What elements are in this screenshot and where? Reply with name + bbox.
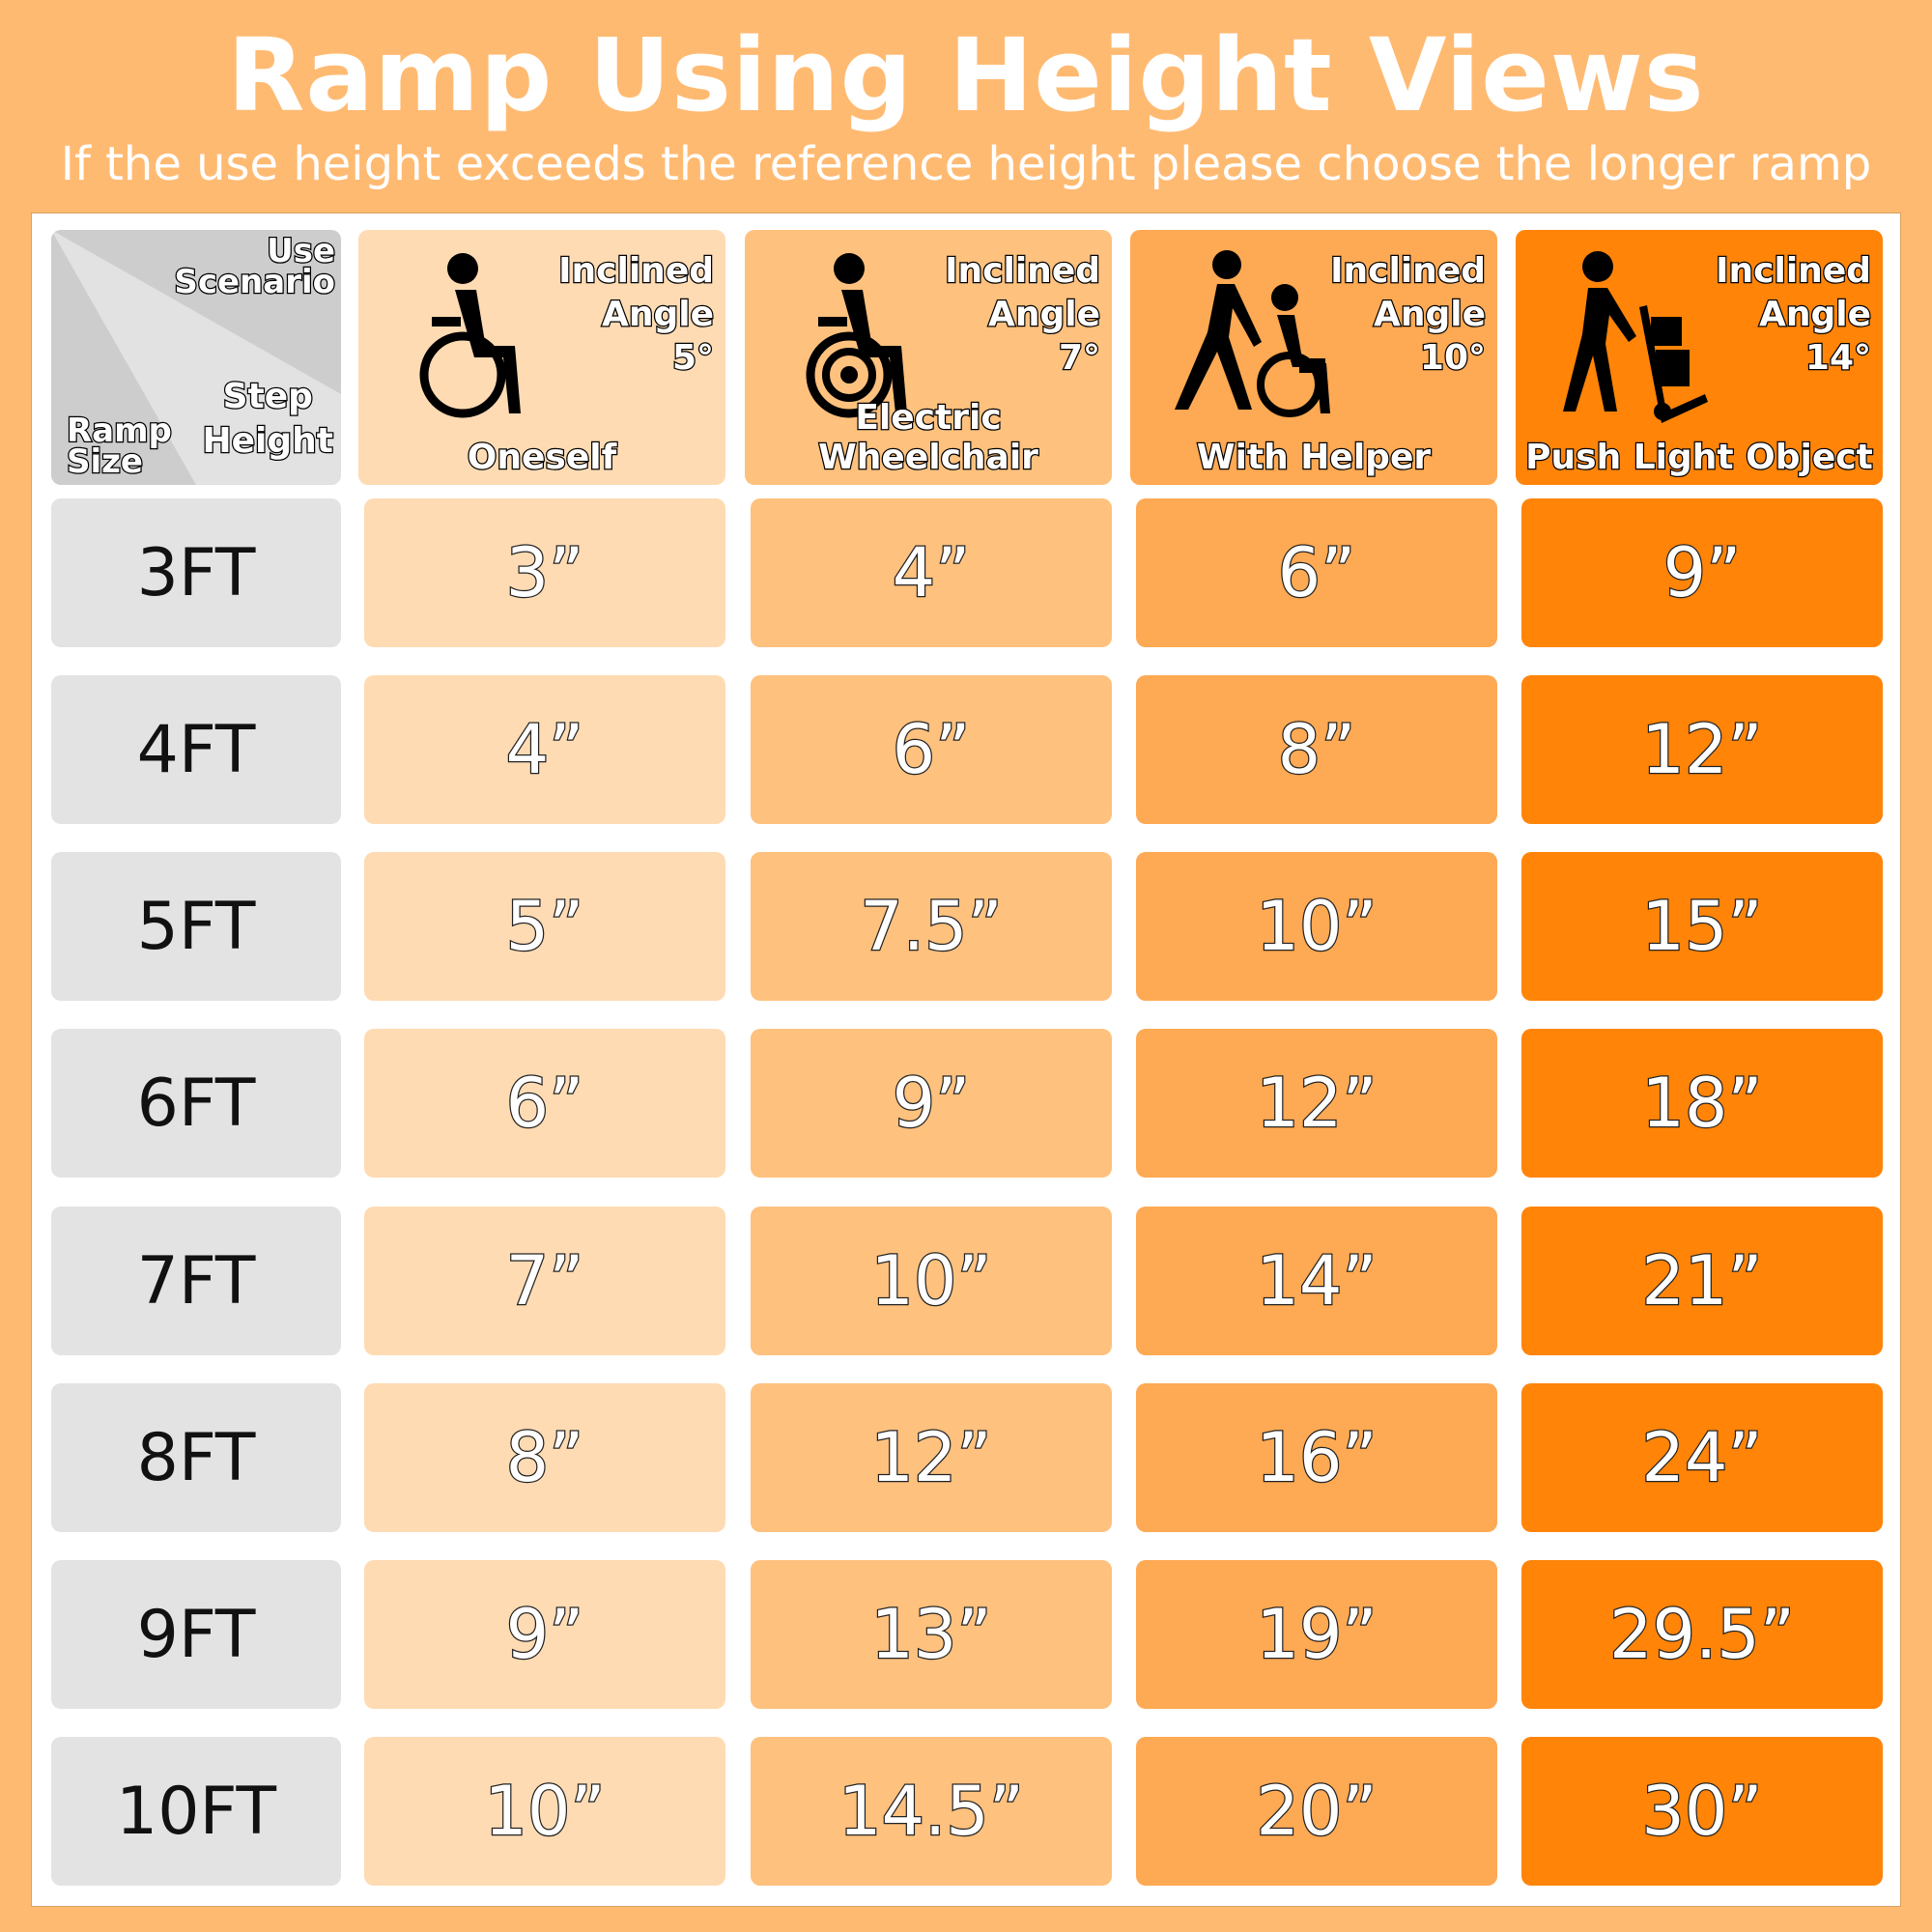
hand-truck-icon	[1563, 251, 1708, 423]
step-height-cell: 24”	[1521, 1383, 1883, 1532]
step-height-cell: 3”	[364, 498, 725, 647]
step-height-cell: 14.5”	[751, 1737, 1112, 1886]
wheelchair-user-icon	[419, 253, 521, 418]
step-height-cell: 6”	[751, 675, 1112, 824]
ramp-size-cell: 7FT	[51, 1207, 341, 1355]
step-height-cell: 14”	[1136, 1207, 1497, 1355]
step-height-cell: 10”	[751, 1207, 1112, 1355]
ramp-height-table: Use Scenario Step Height Ramp Size Inclined…	[31, 213, 1901, 1907]
step-height-cell: 18”	[1521, 1029, 1883, 1178]
ramp-size-cell: 3FT	[51, 498, 341, 647]
page-subtitle: If the use height exceeds the reference …	[60, 137, 1872, 191]
ramp-size-cell: 6FT	[51, 1029, 341, 1178]
step-height-cell: 8”	[1136, 675, 1497, 824]
use-scenario-label: Use Scenario	[173, 232, 336, 301]
angle-label: Inclined Angle 7°	[944, 250, 1101, 380]
step-height-cell: 7”	[364, 1207, 725, 1355]
ramp-size-cell: 4FT	[51, 675, 341, 824]
scenario-name: Electric Wheelchair	[817, 397, 1039, 479]
step-height-cell: 5”	[364, 852, 725, 1001]
ramp-size-cell: 8FT	[51, 1383, 341, 1532]
step-height-cell: 16”	[1136, 1383, 1497, 1532]
diagonal-split-graphic	[51, 230, 341, 485]
ramp-size-cell: 5FT	[51, 852, 341, 1001]
step-height-cell: 29.5”	[1521, 1560, 1883, 1709]
step-height-cell: 9”	[1521, 498, 1883, 647]
step-height-cell: 9”	[364, 1560, 725, 1709]
ramp-size-label: Ramp Size	[66, 412, 173, 481]
step-height-cell: 9”	[751, 1029, 1112, 1178]
step-height-cell: 19”	[1136, 1560, 1497, 1709]
angle-label: Inclined Angle 10°	[1329, 250, 1487, 380]
header-oneself: Inclined Angle 5° Oneself	[358, 230, 725, 485]
scenario-name: Oneself	[467, 437, 618, 479]
step-height-cell: 10”	[364, 1737, 725, 1886]
header-with-helper: Inclined Angle 10° With Helper	[1130, 230, 1497, 485]
step-height-cell: 20”	[1136, 1737, 1497, 1886]
step-height-cell: 30”	[1521, 1737, 1883, 1886]
header-push-light-object: Inclined Angle 14° Push Light Object	[1516, 230, 1883, 485]
step-height-cell: 12”	[1521, 675, 1883, 824]
angle-label: Inclined Angle 5°	[557, 250, 715, 380]
step-height-cell: 15”	[1521, 852, 1883, 1001]
step-height-cell: 12”	[1136, 1029, 1497, 1178]
step-height-cell: 6”	[1136, 498, 1497, 647]
header-electric-wheelchair: Inclined Angle 7° Electric Wheelchair	[745, 230, 1112, 485]
step-height-cell: 4”	[364, 675, 725, 824]
scenario-name: Push Light Object	[1524, 437, 1874, 479]
step-height-cell: 8”	[364, 1383, 725, 1532]
step-height-cell: 4”	[751, 498, 1112, 647]
step-height-cell: 12”	[751, 1383, 1112, 1532]
angle-label: Inclined Angle 14°	[1715, 250, 1872, 380]
step-height-cell: 7.5”	[751, 852, 1112, 1001]
ramp-size-cell: 10FT	[51, 1737, 341, 1886]
electric-wheelchair-icon	[806, 253, 907, 418]
step-height-label: Step Height	[201, 376, 334, 463]
page-title: Ramp Using Height Views	[227, 16, 1705, 134]
ramp-size-cell: 9FT	[51, 1560, 341, 1709]
scenario-name: With Helper	[1196, 437, 1433, 479]
helper-pushing-wheelchair-icon	[1175, 250, 1330, 417]
step-height-cell: 21”	[1521, 1207, 1883, 1355]
step-height-cell: 13”	[751, 1560, 1112, 1709]
step-height-cell: 6”	[364, 1029, 725, 1178]
corner-header: Use Scenario Step Height Ramp Size	[51, 230, 341, 485]
step-height-cell: 10”	[1136, 852, 1497, 1001]
